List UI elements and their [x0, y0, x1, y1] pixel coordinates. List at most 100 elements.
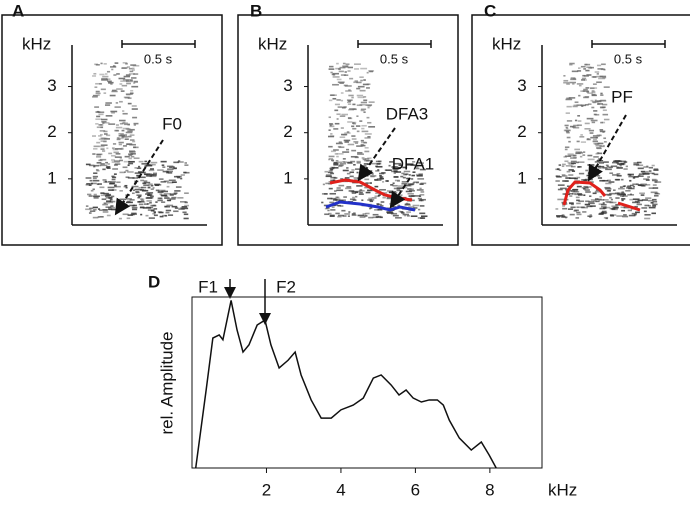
spectrogram-texture [350, 160, 356, 163]
spectrogram-texture [124, 204, 128, 206]
spectrogram-texture [410, 188, 414, 191]
spectrogram-texture [632, 177, 636, 179]
spectrogram-texture [336, 153, 344, 155]
spectrogram-texture [596, 175, 601, 177]
spectrogram-texture [100, 144, 108, 146]
spectrogram-texture [136, 194, 142, 197]
spectrogram-texture [340, 92, 344, 94]
spectrogram-texture [393, 187, 397, 190]
spectrogram-texture [177, 176, 181, 179]
spectrogram-texture [420, 182, 427, 185]
spectrogram-texture [143, 180, 148, 182]
spectrogram-texture [153, 214, 158, 217]
spectrogram-texture [564, 216, 568, 219]
annotation: PF [611, 87, 633, 106]
spectrogram-texture [377, 203, 382, 206]
spectrogram-texture [167, 199, 172, 202]
spectrogram-texture [85, 205, 89, 207]
spectrogram-texture [591, 91, 596, 93]
spectrogram-texture [155, 189, 160, 192]
spectrogram-texture [555, 180, 560, 182]
spectrogram-texture [396, 189, 401, 191]
spectrogram-texture [129, 199, 135, 201]
spectrogram-texture [97, 94, 100, 97]
spectrogram-texture [132, 67, 135, 70]
spectrogram-texture [356, 160, 361, 163]
spectrogram-texture [95, 123, 99, 125]
spectrogram-texture [153, 204, 156, 207]
spectrogram-texture [361, 199, 364, 202]
spectrogram-texture [97, 183, 102, 185]
spectrogram-texture [593, 156, 599, 158]
spectrogram-texture [109, 201, 114, 204]
spectrogram-texture [586, 117, 594, 120]
spectrogram-texture [111, 111, 115, 114]
spectrogram-texture [404, 214, 407, 217]
spectrogram-texture [590, 136, 598, 139]
spectrogram-texture [598, 77, 605, 80]
spectrogram-texture [571, 193, 577, 195]
spectrogram-texture [357, 96, 365, 99]
spectrogram-texture [169, 194, 174, 197]
spectrogram-texture [333, 204, 338, 207]
spectrogram-texture [144, 173, 148, 176]
spectrogram-texture [590, 66, 594, 69]
spectrogram-texture [557, 184, 565, 186]
spectrogram-texture [161, 201, 166, 203]
spectrogram-texture [93, 193, 97, 196]
spectrogram-texture [99, 133, 103, 136]
spectrogram-texture [364, 147, 369, 149]
spectrogram-texture [100, 137, 106, 140]
spectrogram-texture [105, 161, 108, 164]
spectrogram-texture [93, 164, 99, 167]
y-tick-label: 2 [517, 122, 526, 141]
spectrogram-texture [115, 185, 121, 188]
spectrogram-texture [609, 172, 614, 175]
spectrogram-texture [391, 166, 397, 168]
spectrogram-texture [337, 196, 340, 199]
spectrogram-texture [93, 208, 97, 211]
spectrogram-texture [645, 179, 650, 181]
spectrogram-texture [653, 173, 659, 176]
spectrogram-texture [86, 183, 91, 185]
spectrogram-texture [393, 169, 398, 172]
spectrogram-texture [351, 213, 356, 215]
spectrogram-texture [653, 168, 659, 170]
spectrogram-texture [331, 206, 335, 208]
spectrogram-texture [359, 103, 366, 106]
spectrogram-texture [115, 124, 119, 126]
spectrogram-texture [131, 85, 139, 88]
spectrogram-texture [125, 131, 133, 134]
spectrogram-texture [570, 78, 577, 81]
spectrogram-texture [419, 168, 426, 171]
spectrogram-texture [636, 161, 642, 164]
spectrogram-texture [329, 65, 334, 68]
spectrogram-texture [329, 167, 335, 170]
spectrogram-texture [386, 211, 393, 214]
spectrogram-texture [125, 79, 129, 82]
spectrogram-texture [584, 203, 591, 206]
spectrogram-texture [184, 192, 189, 194]
spectrogram-texture [160, 194, 167, 197]
spectrogram-texture [138, 195, 142, 198]
spectrogram-texture [590, 119, 598, 122]
spectrogram-texture [643, 166, 649, 168]
spectrogram-texture [89, 179, 93, 182]
spectrogram-texture [577, 194, 583, 196]
spectrogram-texture [568, 174, 574, 176]
spectrogram-texture [583, 96, 589, 99]
spectrogram-texture [576, 83, 584, 85]
spectrogram-texture [328, 212, 332, 215]
spectrogram-texture [335, 159, 339, 162]
spectrogram-texture [612, 174, 619, 176]
spectrogram-texture [360, 79, 363, 82]
spectrogram-texture [333, 162, 339, 165]
spectrogram-texture [654, 193, 661, 195]
spectrogram-texture [346, 167, 349, 169]
spectrogram-texture [169, 166, 173, 169]
spectrogram-texture [343, 74, 349, 77]
spectrogram-texture [601, 205, 607, 208]
spectrogram-texture [606, 190, 611, 192]
spectrogram-texture [407, 183, 415, 185]
spectrogram-texture [133, 122, 139, 125]
